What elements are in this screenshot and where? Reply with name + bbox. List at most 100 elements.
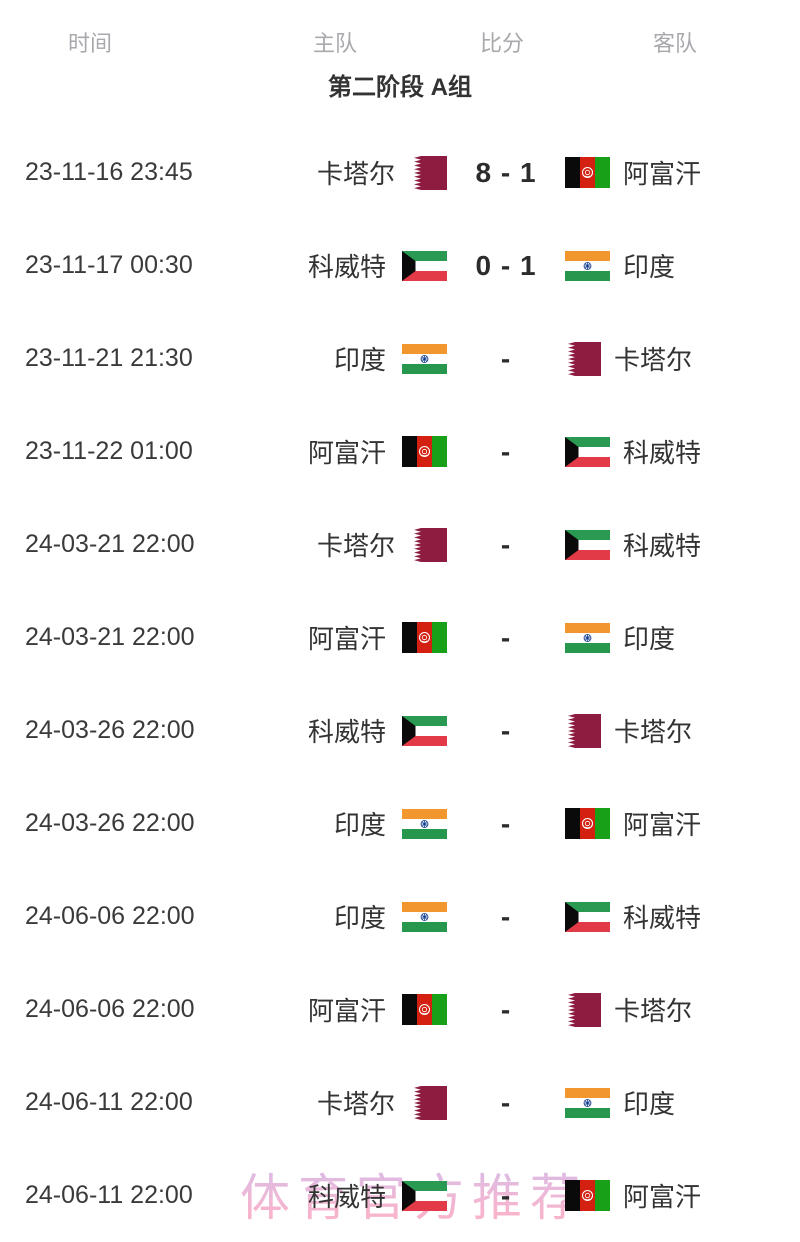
match-row[interactable]: 23-11-21 21:30 印度 - 卡塔尔 (0, 312, 800, 405)
match-score: - (500, 435, 512, 467)
match-score: 8 - 1 (475, 156, 537, 188)
home-team-cell: 科威特 (280, 712, 447, 749)
home-team-cell: 卡塔尔 (280, 154, 447, 191)
match-row[interactable]: 24-03-26 22:00 科威特 - 卡塔尔 (0, 684, 800, 777)
home-team-cell: 印度 (280, 805, 447, 842)
home-team-cell: 科威特 (280, 1177, 447, 1214)
away-team-cell: 科威特 (565, 433, 800, 470)
away-team-name: 印度 (623, 1089, 676, 1119)
away-team-cell: 阿富汗 (565, 1177, 800, 1214)
match-time: 24-03-21 22:00 (25, 623, 195, 651)
home-team-cell: 阿富汗 (280, 991, 447, 1028)
away-team-name: 卡塔尔 (614, 717, 693, 747)
match-score: - (500, 993, 512, 1025)
home-team-name: 科威特 (307, 717, 386, 747)
away-team-cell: 印度 (565, 247, 800, 284)
match-time: 24-03-21 22:00 (25, 530, 195, 558)
match-time: 24-06-06 22:00 (25, 902, 195, 930)
india-flag-icon (402, 808, 447, 839)
away-team-cell: 阿富汗 (565, 154, 800, 191)
away-team-cell: 阿富汗 (565, 805, 800, 842)
afghanistan-flag-icon (402, 994, 447, 1025)
afghanistan-flag-icon (565, 1180, 610, 1211)
away-team-cell: 卡塔尔 (565, 991, 800, 1028)
kuwait-flag-icon (565, 529, 610, 560)
match-row[interactable]: 24-03-21 22:00 卡塔尔 - 科威特 (0, 498, 800, 591)
match-time: 24-03-26 22:00 (25, 716, 195, 744)
match-score: - (500, 900, 512, 932)
qatar-flag-icon (411, 527, 447, 562)
qatar-flag-icon (565, 341, 601, 376)
match-row[interactable]: 23-11-17 00:30 科威特 0 - 1 印度 (0, 219, 800, 312)
away-team-name: 阿富汗 (623, 159, 702, 189)
home-team-cell: 印度 (280, 340, 447, 377)
match-row[interactable]: 24-06-11 22:00 科威特 - 阿富汗 (0, 1149, 800, 1242)
match-time: 23-11-16 23:45 (25, 158, 193, 186)
away-team-name: 印度 (623, 624, 676, 654)
match-row[interactable]: 24-03-26 22:00 印度 - 阿富汗 (0, 777, 800, 870)
home-team-name: 阿富汗 (307, 624, 386, 654)
match-score: - (500, 714, 512, 746)
away-team-cell: 科威特 (565, 526, 800, 563)
away-team-cell: 科威特 (565, 898, 800, 935)
match-score: 0 - 1 (475, 249, 537, 281)
match-score: - (500, 528, 512, 560)
home-team-name: 卡塔尔 (316, 159, 395, 189)
home-team-cell: 卡塔尔 (280, 1084, 447, 1121)
home-team-cell: 印度 (280, 898, 447, 935)
match-score: - (500, 621, 512, 653)
match-row[interactable]: 24-06-06 22:00 印度 - 科威特 (0, 870, 800, 963)
match-score: - (500, 807, 512, 839)
match-score: - (500, 1179, 512, 1211)
india-flag-icon (402, 343, 447, 374)
qatar-flag-icon (411, 1085, 447, 1120)
kuwait-flag-icon (402, 250, 447, 281)
match-time: 23-11-21 21:30 (25, 344, 193, 372)
home-team-cell: 卡塔尔 (280, 526, 447, 563)
match-score: - (500, 1086, 512, 1118)
home-team-name: 科威特 (307, 252, 386, 282)
india-flag-icon (565, 622, 610, 653)
away-team-name: 印度 (623, 252, 676, 282)
away-team-name: 科威特 (623, 438, 702, 468)
match-row[interactable]: 23-11-22 01:00 阿富汗 - 科威特 (0, 405, 800, 498)
india-flag-icon (565, 250, 610, 281)
column-header-home: 主队 (313, 31, 358, 56)
kuwait-flag-icon (402, 1180, 447, 1211)
india-flag-icon (565, 1087, 610, 1118)
qatar-flag-icon (565, 713, 601, 748)
table-header: 时间 主队 比分 客队 (0, 0, 800, 56)
match-row[interactable]: 24-06-11 22:00 卡塔尔 - 印度 (0, 1056, 800, 1149)
away-team-cell: 印度 (565, 1084, 800, 1121)
match-time: 24-06-11 22:00 (25, 1181, 193, 1209)
kuwait-flag-icon (402, 715, 447, 746)
away-team-name: 阿富汗 (623, 810, 702, 840)
home-team-cell: 阿富汗 (280, 433, 447, 470)
afghanistan-flag-icon (402, 436, 447, 467)
india-flag-icon (402, 901, 447, 932)
away-team-name: 阿富汗 (623, 1182, 702, 1212)
afghanistan-flag-icon (565, 808, 610, 839)
afghanistan-flag-icon (565, 157, 610, 188)
match-row[interactable]: 24-06-06 22:00 阿富汗 - 卡塔尔 (0, 963, 800, 1056)
away-team-name: 卡塔尔 (614, 996, 693, 1026)
away-team-name: 科威特 (623, 903, 702, 933)
kuwait-flag-icon (565, 436, 610, 467)
kuwait-flag-icon (565, 901, 610, 932)
home-team-cell: 科威特 (280, 247, 447, 284)
away-team-cell: 印度 (565, 619, 800, 656)
home-team-name: 卡塔尔 (316, 1089, 395, 1119)
match-row[interactable]: 23-11-16 23:45 卡塔尔 8 - 1 阿富汗 (0, 126, 800, 219)
home-team-name: 阿富汗 (307, 996, 386, 1026)
home-team-name: 印度 (333, 810, 386, 840)
match-time: 24-06-06 22:00 (25, 995, 195, 1023)
afghanistan-flag-icon (402, 622, 447, 653)
match-row[interactable]: 24-03-21 22:00 阿富汗 - 印度 (0, 591, 800, 684)
match-time: 23-11-17 00:30 (25, 251, 193, 279)
away-team-name: 科威特 (623, 531, 702, 561)
home-team-name: 印度 (333, 903, 386, 933)
home-team-name: 阿富汗 (307, 438, 386, 468)
away-team-cell: 卡塔尔 (565, 712, 800, 749)
